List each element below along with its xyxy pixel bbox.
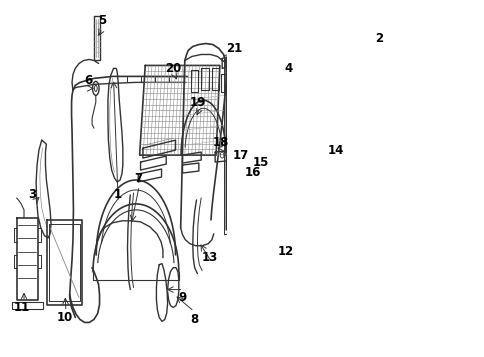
Text: 11: 11 — [14, 301, 30, 314]
Text: 3: 3 — [28, 188, 36, 201]
Text: 14: 14 — [327, 144, 343, 157]
Text: 20: 20 — [165, 62, 181, 75]
Text: 13: 13 — [201, 251, 217, 264]
Text: 12: 12 — [277, 245, 294, 258]
Text: 18: 18 — [212, 136, 228, 149]
Text: 15: 15 — [252, 156, 269, 169]
Text: 9: 9 — [178, 291, 186, 304]
Text: 8: 8 — [190, 313, 198, 326]
Text: 21: 21 — [225, 42, 242, 55]
Text: 7: 7 — [134, 171, 142, 185]
Text: 1: 1 — [114, 188, 122, 201]
Text: 5: 5 — [98, 14, 106, 27]
Text: 19: 19 — [189, 96, 206, 109]
Text: 16: 16 — [244, 166, 260, 178]
Text: 17: 17 — [232, 149, 248, 162]
Text: 6: 6 — [84, 74, 92, 87]
Text: 2: 2 — [375, 32, 382, 45]
Text: 10: 10 — [57, 311, 73, 324]
Text: 4: 4 — [284, 62, 292, 75]
